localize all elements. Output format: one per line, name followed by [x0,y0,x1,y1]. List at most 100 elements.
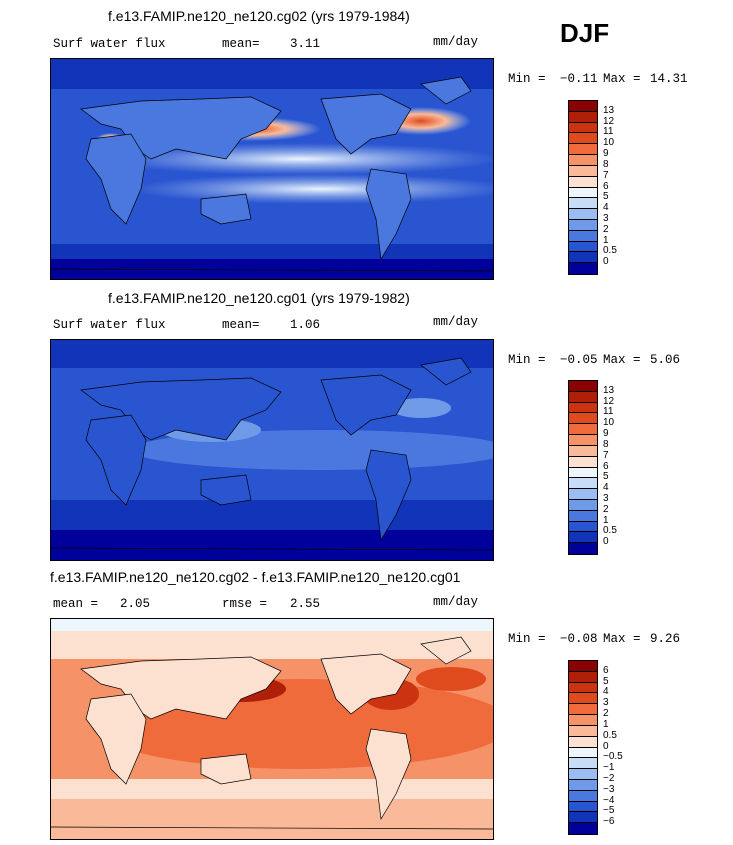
colorbar-tick-label: 11 [603,406,614,418]
colorbar-tick-label: −2 [603,772,615,784]
colorbar-swatch [569,187,597,199]
panel2-units: mm/day [433,315,479,329]
panel2-title: f.e13.FAMIP.ne120_ne120.cg01 (yrs 1979-1… [108,290,410,306]
colorbar-swatch [569,467,597,479]
colorbar-swatch [569,812,597,824]
panel1-mean-value: 3.11 [290,37,321,51]
colorbar-swatch [569,413,597,425]
season-label: DJF [560,18,610,48]
colorbar-tick-label: 0 [603,740,609,752]
colorbar-swatch [569,230,597,242]
panel1-colorbar [568,100,598,275]
colorbar-swatch [569,209,597,220]
panel3-mean-value: 2.05 [120,597,151,611]
colorbar-tick-label: 13 [603,104,615,116]
colorbar-tick-label: 7 [603,169,609,181]
colorbar-tick-label: −0.5 [603,751,623,763]
colorbar-swatch [569,725,597,737]
colorbar-swatch [569,661,597,672]
colorbar-swatch [569,671,597,683]
colorbar-swatch [569,499,597,511]
colorbar-tick-label: 13 [603,384,615,396]
panel2-mean-label: mean= [222,318,260,332]
colorbar-swatch [569,747,597,759]
panel1-min-label: Min = [508,72,546,86]
colorbar-swatch [569,801,597,813]
colorbar-tick-label: −4 [603,794,615,806]
panel1-map [50,58,494,280]
colorbar-tick-label: 0 [603,536,609,548]
colorbar-tick-label: −6 [603,816,615,828]
colorbar-tick-label: 9 [603,428,609,440]
colorbar-tick-label: 1 [603,234,609,246]
colorbar-tick-label: 6 [603,664,609,676]
colorbar-tick-label: 4 [603,482,609,494]
colorbar-swatch [569,435,597,446]
colorbar-swatch [569,381,597,392]
panel1-max-value: 14.31 [650,72,688,86]
colorbar-swatch [569,424,597,436]
colorbar-swatch [569,693,597,705]
colorbar-swatch [569,111,597,123]
colorbar-tick-label: 0 [603,256,609,268]
panel2-variable-label: Surf water flux [53,318,166,332]
colorbar-tick-label: 9 [603,148,609,160]
panel2-map [50,339,494,561]
panel3-units: mm/day [433,595,479,609]
panel2-mean-value: 1.06 [290,318,321,332]
panel3-max-label: Max = [603,632,641,646]
colorbar-swatch [569,704,597,716]
panel2-max-label: Max = [603,353,641,367]
colorbar-swatch [569,769,597,780]
colorbar-swatch [569,263,597,274]
colorbar-swatch [569,790,597,802]
colorbar-tick-label: 12 [603,115,615,127]
colorbar-swatch [569,715,597,726]
panel1-units: mm/day [433,35,479,49]
colorbar-tick-label: 1 [603,514,609,526]
colorbar-tick-label: 5 [603,471,609,483]
colorbar-swatch [569,456,597,468]
panel1-title: f.e13.FAMIP.ne120_ne120.cg02 (yrs 1979-1… [108,8,410,24]
colorbar-tick-label: 4 [603,202,609,214]
panel3-mean-label: mean = [53,597,99,611]
colorbar-tick-label: 12 [603,395,615,407]
colorbar-swatch [569,241,597,253]
colorbar-swatch [569,391,597,403]
colorbar-tick-label: 1 [603,718,609,730]
colorbar-swatch [569,779,597,791]
panel1-min-value: −0.11 [560,72,598,86]
colorbar-tick-label: 5 [603,191,609,203]
colorbar-swatch [569,176,597,188]
colorbar-swatch [569,532,597,544]
panel3-rmse-value: 2.55 [290,597,321,611]
panel3-max-value: 9.26 [650,632,681,646]
colorbar-swatch [569,510,597,522]
colorbar-swatch [569,198,597,210]
colorbar-tick-label: −3 [603,783,615,795]
colorbar-tick-label: 0.5 [603,729,617,741]
colorbar-swatch [569,165,597,177]
colorbar-swatch [569,101,597,112]
colorbar-swatch [569,521,597,533]
colorbar-tick-label: 3 [603,697,609,709]
colorbar-tick-label: 3 [603,212,609,224]
colorbar-swatch [569,144,597,156]
colorbar-tick-label: 4 [603,686,609,698]
colorbar-tick-label: 8 [603,158,609,170]
colorbar-tick-label: 2 [603,223,609,235]
colorbar-tick-label: 2 [603,708,609,720]
colorbar-tick-label: 0.5 [603,525,617,537]
panel1-mean-label: mean= [222,37,260,51]
colorbar-swatch [569,122,597,134]
colorbar-swatch [569,489,597,500]
colorbar-swatch [569,402,597,414]
panel2-max-value: 5.06 [650,353,681,367]
colorbar-tick-label: 3 [603,492,609,504]
colorbar-tick-label: 2 [603,503,609,515]
colorbar-tick-label: 11 [603,126,614,138]
colorbar-tick-label: −5 [603,805,615,817]
colorbar-swatch [569,445,597,457]
panel2-min-value: −0.05 [560,353,598,367]
panel1-variable-label: Surf water flux [53,37,166,51]
